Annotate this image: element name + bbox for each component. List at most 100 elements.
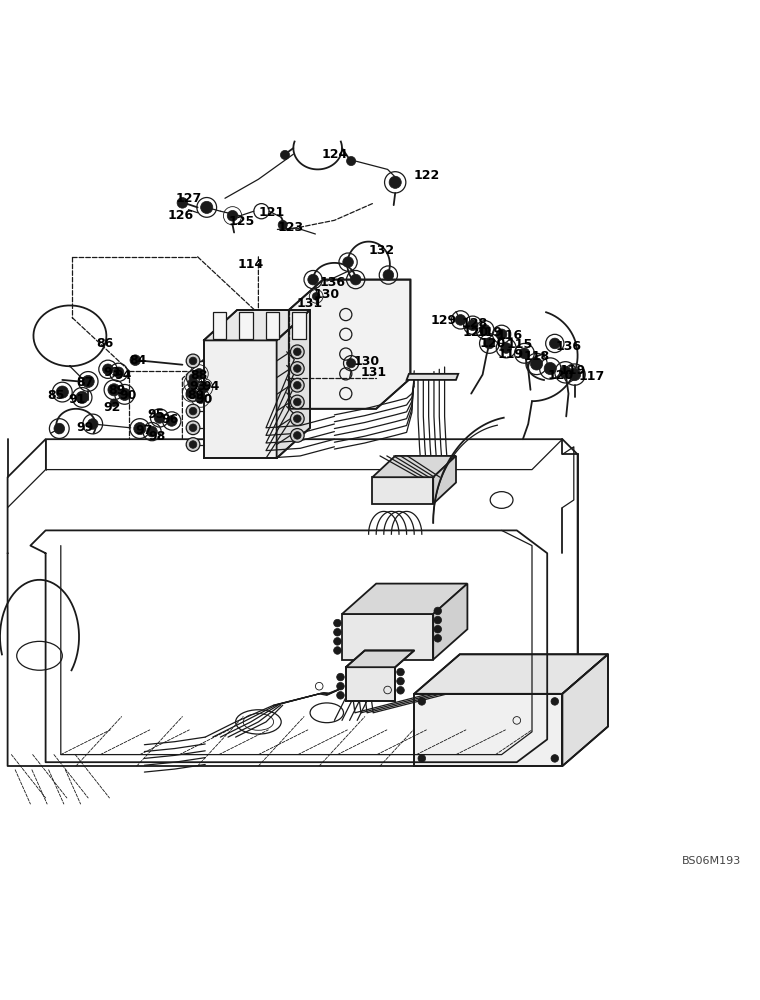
Polygon shape — [414, 694, 562, 766]
Text: 91: 91 — [69, 393, 86, 406]
Text: 123: 123 — [277, 221, 303, 234]
Circle shape — [484, 338, 495, 349]
Circle shape — [278, 220, 287, 229]
Text: 116: 116 — [496, 329, 522, 342]
Circle shape — [434, 635, 442, 642]
Text: 114: 114 — [238, 258, 264, 271]
Polygon shape — [277, 310, 310, 458]
Text: 128: 128 — [461, 317, 487, 330]
Circle shape — [290, 395, 304, 409]
Circle shape — [186, 438, 200, 451]
Circle shape — [418, 755, 426, 762]
Text: 85: 85 — [48, 389, 65, 402]
Circle shape — [186, 354, 200, 368]
Text: 93: 93 — [189, 379, 206, 392]
Circle shape — [334, 638, 341, 645]
Text: 93: 93 — [104, 366, 121, 379]
Circle shape — [290, 378, 304, 392]
Polygon shape — [433, 456, 456, 504]
Text: 120: 120 — [463, 326, 489, 339]
Circle shape — [227, 210, 238, 221]
Circle shape — [337, 682, 344, 690]
Circle shape — [383, 270, 394, 280]
Text: 136: 136 — [556, 340, 581, 353]
Circle shape — [186, 388, 200, 401]
Circle shape — [56, 386, 68, 398]
Circle shape — [113, 367, 124, 378]
Circle shape — [480, 324, 490, 335]
Circle shape — [290, 362, 304, 375]
Circle shape — [308, 274, 318, 285]
Circle shape — [189, 441, 197, 448]
Circle shape — [334, 647, 341, 654]
Polygon shape — [372, 456, 456, 477]
Text: 89: 89 — [188, 389, 204, 402]
Circle shape — [147, 426, 157, 437]
Circle shape — [350, 274, 361, 285]
Text: 132: 132 — [369, 244, 394, 257]
Circle shape — [551, 698, 559, 705]
Circle shape — [434, 616, 442, 624]
Circle shape — [293, 432, 301, 439]
Circle shape — [189, 374, 197, 381]
Text: 119: 119 — [498, 348, 524, 361]
Polygon shape — [266, 312, 280, 338]
Circle shape — [186, 421, 200, 435]
Polygon shape — [213, 312, 226, 338]
Circle shape — [334, 619, 341, 627]
Polygon shape — [239, 312, 253, 338]
Circle shape — [189, 357, 197, 365]
Circle shape — [397, 687, 404, 694]
Circle shape — [103, 364, 113, 375]
Text: 115: 115 — [507, 338, 533, 351]
Circle shape — [519, 348, 530, 359]
Circle shape — [293, 365, 301, 372]
Circle shape — [343, 257, 353, 267]
Circle shape — [293, 381, 301, 389]
Text: 87: 87 — [77, 376, 93, 389]
Text: 120: 120 — [548, 369, 574, 382]
Circle shape — [347, 156, 356, 166]
Text: 127: 127 — [176, 192, 201, 205]
Text: 90: 90 — [119, 389, 136, 402]
Text: 126: 126 — [168, 209, 194, 222]
Polygon shape — [342, 614, 433, 660]
Text: 121: 121 — [259, 206, 285, 219]
Circle shape — [337, 692, 344, 699]
Circle shape — [201, 201, 213, 213]
Text: 130: 130 — [314, 288, 340, 301]
Text: 124: 124 — [321, 148, 347, 161]
Circle shape — [54, 423, 65, 434]
Text: 90: 90 — [195, 393, 212, 406]
Text: 122: 122 — [414, 169, 440, 182]
Polygon shape — [414, 654, 608, 694]
Circle shape — [434, 607, 442, 615]
Circle shape — [549, 338, 560, 349]
Text: 118: 118 — [524, 350, 549, 363]
Polygon shape — [204, 310, 310, 340]
Text: 92: 92 — [104, 401, 121, 414]
Text: 120: 120 — [480, 337, 505, 350]
Text: 119: 119 — [560, 364, 586, 377]
Polygon shape — [407, 374, 458, 380]
Circle shape — [397, 677, 404, 685]
Circle shape — [467, 320, 478, 331]
Circle shape — [76, 391, 88, 403]
Circle shape — [496, 329, 507, 340]
Circle shape — [188, 378, 198, 389]
Circle shape — [293, 398, 301, 406]
Text: 97: 97 — [136, 424, 153, 437]
Circle shape — [189, 391, 197, 398]
Circle shape — [186, 371, 200, 384]
Text: 131: 131 — [361, 366, 387, 379]
Polygon shape — [289, 280, 410, 409]
Circle shape — [154, 413, 165, 423]
Text: 136: 136 — [320, 276, 346, 289]
Text: 96: 96 — [162, 413, 179, 426]
Text: 94: 94 — [115, 369, 131, 382]
Circle shape — [551, 755, 559, 762]
Circle shape — [82, 375, 94, 388]
Circle shape — [347, 359, 356, 368]
Circle shape — [530, 358, 543, 370]
Circle shape — [186, 388, 197, 398]
